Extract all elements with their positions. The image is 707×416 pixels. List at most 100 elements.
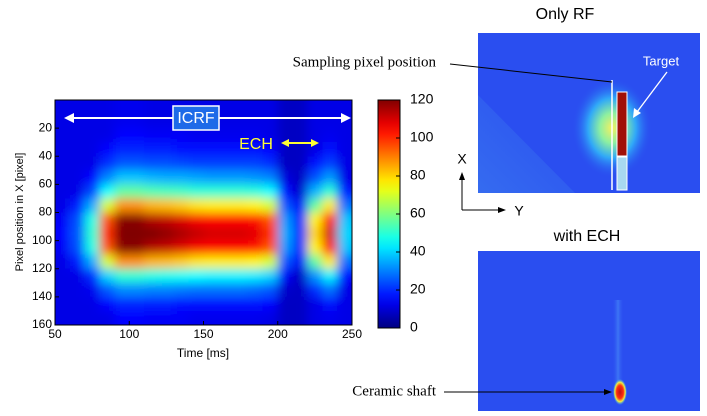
heat-cell [158,310,175,325]
heat-cell [248,128,264,143]
heat-cell [262,254,279,270]
heat-cell [114,170,130,185]
heat-cell [337,184,352,199]
heat-cell [262,310,279,325]
direction-arrows [459,172,506,213]
heat-cell [262,226,279,242]
heat-cell [218,156,234,171]
heat-cell [248,142,264,157]
direction-label: Y [514,203,524,219]
heat-cell [188,198,204,213]
heat-cell [322,156,338,171]
heat-cell [322,254,338,270]
axes: 50 100 150 200 250 20 40 60 80 100 120 140 160 [32,120,362,341]
heat-cell [84,114,101,129]
annotation-label: Ceramic shaft [352,383,437,399]
heat-cell [158,156,175,171]
heat-cell [69,254,86,270]
heat-cell [55,128,71,143]
heat-cell [307,198,323,213]
heat-cell [129,254,145,270]
icrf-box [172,105,220,131]
heat-cell [292,296,308,312]
heat-cell [114,128,130,143]
heat-cell [69,170,86,185]
heat-cell [203,254,219,270]
heat-cell [173,198,190,213]
heat-cell [144,170,160,185]
heat-cell [69,142,86,157]
heat-cell [158,128,175,143]
heat-cell [114,100,130,115]
heat-cell [277,268,294,284]
heat-cell [173,170,190,185]
heat-cell [84,226,101,242]
heat-cell [218,100,234,115]
heat-cell [292,268,308,284]
heatmap-area [55,100,352,325]
heat-cell [277,310,294,325]
heat-cell [218,254,234,270]
heat-cell [158,268,175,284]
heat-cell [114,184,130,199]
target [616,91,628,157]
heat-cell [337,226,352,242]
heat-cell [262,142,279,157]
heat-cell [292,184,308,199]
heat-cell [277,254,294,270]
colorbar-tick-label: 0 [410,319,418,335]
image-streak [612,300,624,390]
heat-cell [144,268,160,284]
heat-cell [262,212,279,228]
heat-cell [218,170,234,185]
heat-cell [69,240,86,256]
heat-cell [129,310,145,325]
heat-cell [188,268,204,284]
heat-cell [307,100,323,115]
heat-cell [277,212,294,228]
heat-cell [307,114,323,129]
heat-cell [262,282,279,298]
heat-cell [322,142,338,157]
heat-cell [69,100,86,115]
heat-cell [218,142,234,157]
heat-cell [262,100,279,115]
heat-cell [99,184,115,199]
heat-cell [322,198,338,213]
image-title: Only RF [536,6,595,23]
heat-cell [114,212,130,228]
heat-cell [337,142,352,157]
heat-cell [129,296,145,312]
heat-cell [337,198,352,213]
heat-cell [84,254,101,270]
heat-cell [144,226,160,242]
heat-cell [188,310,204,325]
heat-cell [292,128,308,143]
heat-cell [262,170,279,185]
x-axis-label: Time [ms] [177,346,229,360]
heat-cell [292,114,308,129]
heat-cell [322,128,338,143]
heat-cell [129,100,145,115]
heat-cell [129,212,145,228]
heat-cell [55,184,71,199]
heat-cell [99,254,115,270]
heat-cell [248,296,264,312]
heat-cell [248,114,264,129]
heat-cell [233,282,249,298]
heat-cell [203,128,219,143]
heat-cell [322,170,338,185]
heat-cell [233,254,249,270]
heat-cell [218,296,234,312]
heat-cell [337,114,352,129]
heat-cell [69,268,86,284]
heat-cell [218,184,234,199]
heat-cell [69,212,86,228]
heat-cell [173,310,190,325]
y-tick-label: 140 [32,289,52,303]
heat-cell [173,296,190,312]
heat-cell [307,254,323,270]
heat-cell [188,254,204,270]
heat-cell [69,198,86,213]
